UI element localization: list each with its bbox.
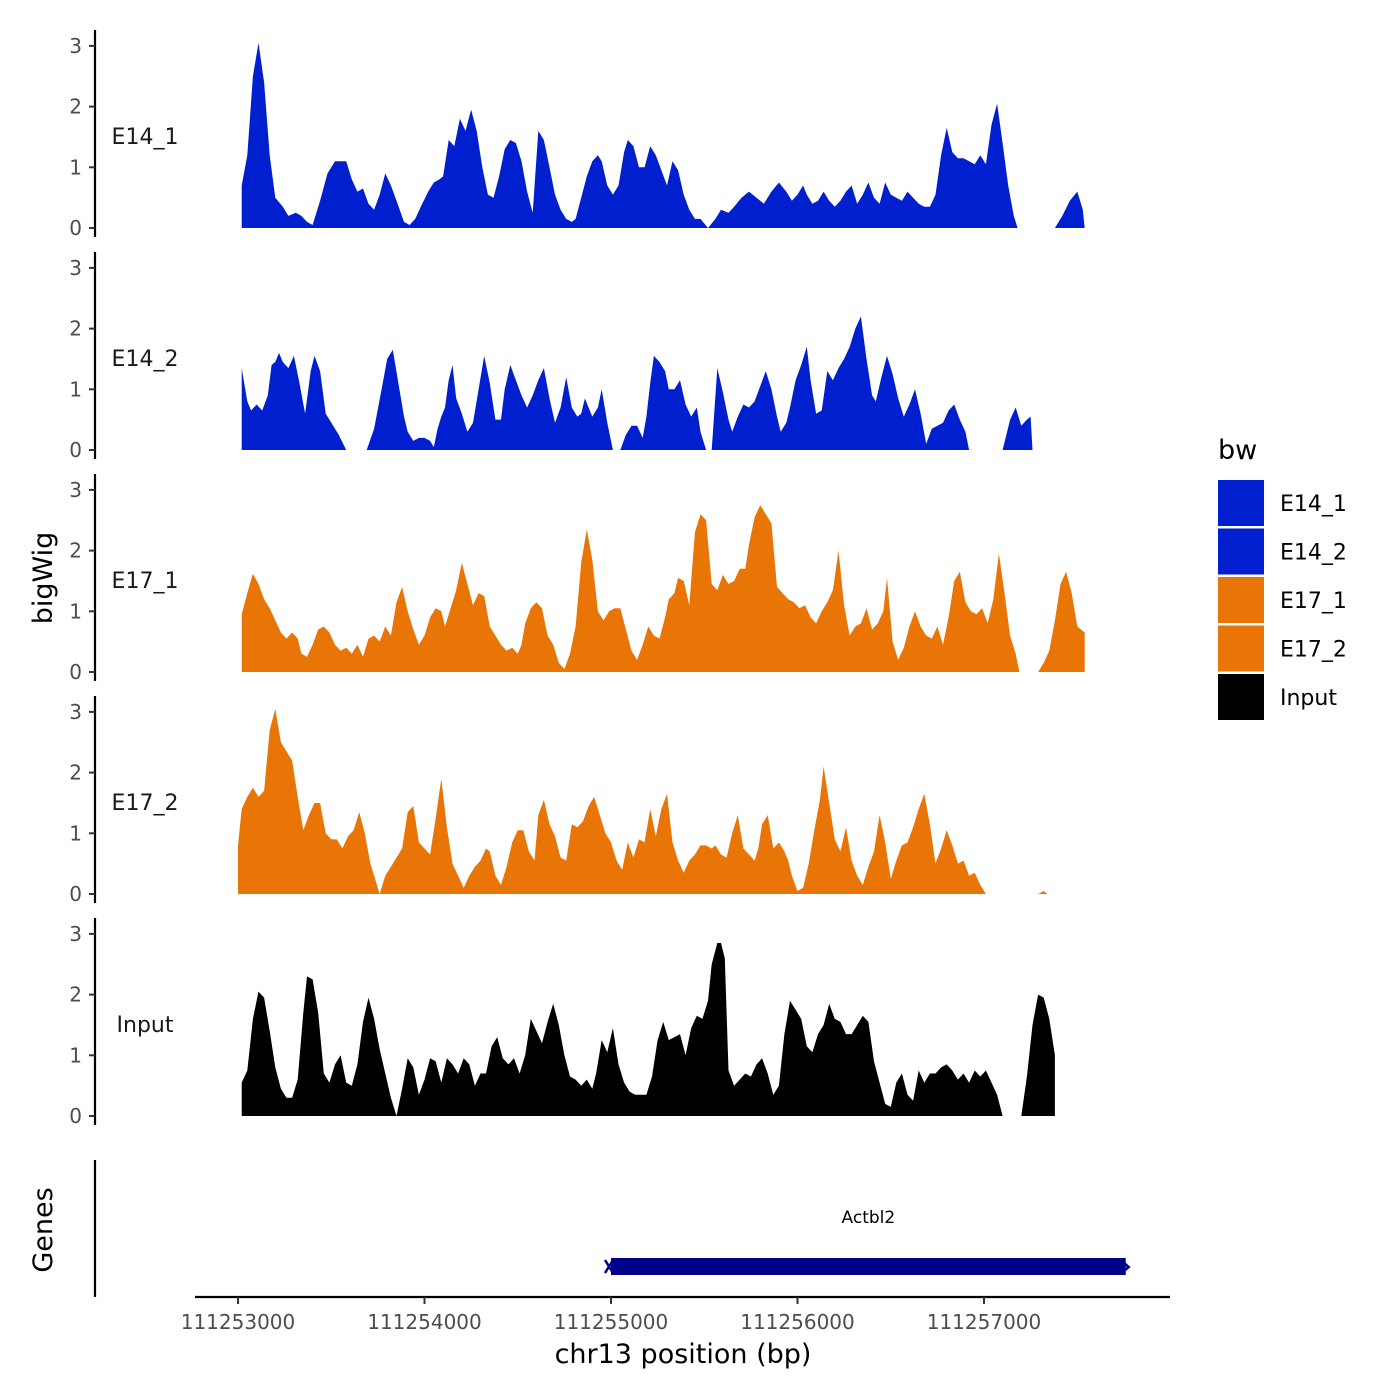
y-tick-label: 2: [69, 761, 82, 785]
y-tick-label: 3: [69, 700, 82, 724]
track-label: E14_2: [112, 347, 179, 372]
y-axis-title: bigWig: [28, 532, 59, 625]
track-label: E17_1: [112, 569, 179, 594]
track-input: 0 1 2 3 Input: [69, 918, 1055, 1128]
signal-area-e14-1: [241, 42, 1085, 229]
gene-label: Actbl2: [842, 1208, 896, 1228]
track-e14-2: 0 1 2 3 E14_2: [69, 252, 1033, 462]
y-tick-label: 0: [69, 660, 82, 684]
y-tick-label: 0: [69, 1104, 82, 1128]
signal-area-e17-1: [241, 505, 1085, 672]
gene-body: [611, 1258, 1126, 1275]
legend-swatch: [1218, 528, 1264, 575]
legend: bw E14_1 E14_2 E17_1 E17_2 Input: [1218, 435, 1347, 720]
legend-label: Input: [1280, 686, 1337, 711]
y-tick-label: 2: [69, 317, 82, 341]
y-tick-label: 1: [69, 821, 82, 845]
x-tick-label: 111256000: [740, 1310, 855, 1334]
y-tick-label: 2: [69, 95, 82, 119]
y-tick-label: 2: [69, 539, 82, 563]
gene-start-marker: [603, 1259, 615, 1274]
legend-title: bw: [1218, 435, 1257, 466]
y-tick-label: 3: [69, 478, 82, 502]
y-tick-label: 3: [69, 34, 82, 58]
x-axis-title: chr13 position (bp): [555, 1339, 812, 1370]
track-e17-2: 0 1 2 3 E17_2: [69, 696, 1048, 906]
legend-swatch: [1218, 577, 1264, 623]
y-tick-label: 1: [69, 377, 82, 401]
x-tick-label: 111255000: [554, 1310, 669, 1334]
y-tick-label: 0: [69, 882, 82, 906]
legend-swatch: [1218, 625, 1264, 672]
x-tick-label: 111253000: [181, 1310, 296, 1334]
y-tick-label: 1: [69, 599, 82, 623]
legend-label: E17_1: [1280, 589, 1347, 614]
track-label: Input: [117, 1013, 174, 1038]
legend-label: E14_1: [1280, 492, 1347, 517]
gene-end-marker: [1121, 1261, 1131, 1273]
signal-area-input: [241, 943, 1055, 1116]
legend-label: E14_2: [1280, 541, 1347, 566]
track-e17-1: 0 1 2 3 E17_1: [69, 474, 1085, 684]
track-label: E17_2: [112, 791, 179, 816]
legend-swatch: [1218, 480, 1264, 526]
y-tick-label: 3: [69, 256, 82, 280]
genes-track: Actbl2: [93, 1160, 1131, 1297]
x-tick-label: 111257000: [927, 1310, 1042, 1334]
signal-area-e14-2: [241, 316, 1033, 450]
signal-area-e17-2: [238, 708, 1048, 894]
y-tick-label: 2: [69, 983, 82, 1007]
y-tick-label: 1: [69, 1043, 82, 1067]
x-tick-label: 111254000: [367, 1310, 482, 1334]
y-tick-label: 3: [69, 922, 82, 946]
track-e14-1: 0 1 2 3 E14_1: [69, 30, 1085, 240]
y-tick-label: 1: [69, 155, 82, 179]
y-tick-label: 0: [69, 438, 82, 462]
legend-label: E17_2: [1280, 638, 1347, 663]
legend-swatch: [1218, 674, 1264, 720]
bigwig-tracks: 0 1 2 3 E14_1 0 1 2 3 E14_2 0 1 2 3 E17_1 0 1 2 3 E17_2 0 1 2 3…: [69, 30, 1085, 1128]
track-label: E14_1: [112, 125, 179, 150]
x-axis: 111253000 111254000 111255000 111256000 1112…: [181, 1295, 1170, 1334]
genes-axis-title: Genes: [28, 1187, 59, 1272]
y-tick-label: 0: [69, 216, 82, 240]
